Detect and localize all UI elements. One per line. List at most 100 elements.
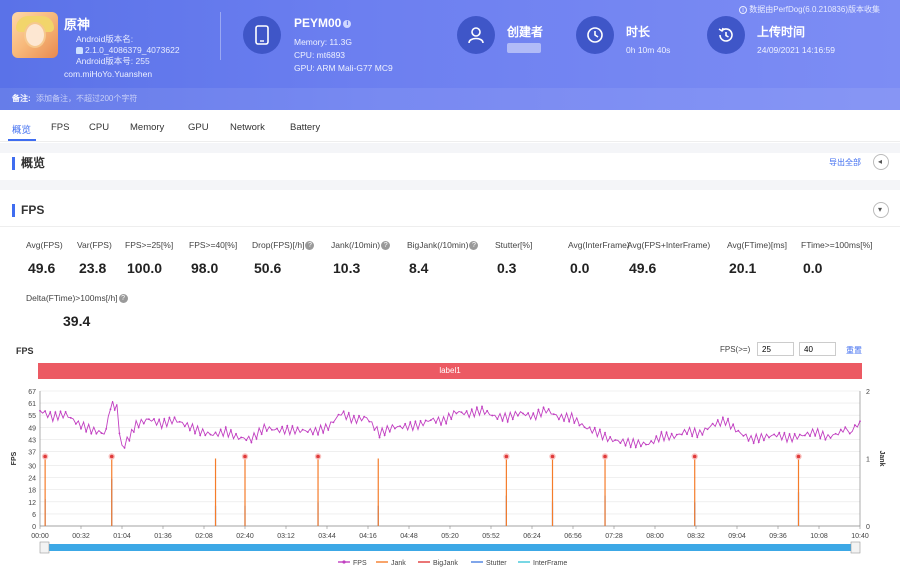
fps-point bbox=[168, 416, 171, 419]
y-right-tick-label: 1 bbox=[866, 457, 870, 464]
stat-label-text: Avg(InterFrame) bbox=[568, 240, 630, 250]
fps-point bbox=[859, 420, 861, 423]
fps-point bbox=[634, 446, 637, 449]
stat-label: Var(FPS) bbox=[77, 240, 112, 250]
fps-point bbox=[39, 409, 41, 412]
info-icon[interactable]: i bbox=[343, 19, 352, 28]
help-icon[interactable]: ? bbox=[118, 294, 128, 304]
fps-point bbox=[132, 431, 135, 433]
tab-network[interactable]: Network bbox=[230, 122, 265, 133]
x-tick-label: 09:36 bbox=[769, 533, 787, 540]
fps-point bbox=[599, 428, 601, 431]
fps-point bbox=[235, 432, 237, 435]
fps-point bbox=[80, 427, 82, 430]
fps-point bbox=[640, 445, 642, 448]
fps-point bbox=[848, 432, 851, 435]
chart-title: FPS bbox=[16, 346, 34, 356]
fps-point bbox=[670, 432, 673, 435]
fps-threshold-high-input[interactable] bbox=[799, 342, 836, 356]
fps-point bbox=[209, 433, 212, 436]
fps-point bbox=[547, 408, 550, 410]
fps-point bbox=[109, 408, 112, 411]
y-tick-label: 12 bbox=[28, 500, 36, 507]
tab-fps[interactable]: FPS bbox=[51, 122, 70, 133]
reset-link[interactable]: 重置 bbox=[846, 346, 862, 355]
fps-point bbox=[358, 414, 360, 417]
tab-cpu[interactable]: CPU bbox=[89, 122, 110, 133]
fps-point bbox=[100, 432, 103, 434]
fps-point bbox=[347, 411, 350, 414]
fps-point bbox=[752, 442, 755, 445]
fps-point bbox=[501, 420, 504, 422]
remark-bar[interactable] bbox=[0, 88, 900, 110]
x-tick-label: 01:36 bbox=[154, 533, 172, 540]
fps-point bbox=[511, 418, 514, 421]
stat-label: Drop(FPS)[/h]? bbox=[252, 240, 315, 251]
bigjank-marker bbox=[550, 454, 555, 459]
fps-point bbox=[619, 442, 622, 445]
help-icon[interactable]: ? bbox=[305, 241, 315, 251]
collapse-fps-button[interactable]: ▾ bbox=[873, 202, 889, 218]
fps-point bbox=[199, 434, 202, 437]
fps-point bbox=[460, 411, 463, 414]
data-source-note: i 数据由PerfDog(6.0.210836)版本收集 bbox=[737, 4, 880, 15]
fps-point bbox=[337, 413, 340, 416]
fps-point bbox=[583, 426, 586, 429]
y-tick-label: 43 bbox=[28, 437, 36, 444]
fps-point bbox=[414, 420, 417, 423]
bigjank-marker bbox=[43, 454, 47, 459]
fps-point bbox=[44, 410, 47, 412]
fps-point bbox=[506, 420, 509, 423]
x-tick-label: 05:52 bbox=[482, 533, 500, 540]
fps-point bbox=[727, 417, 729, 420]
fps-line bbox=[39, 400, 861, 449]
fps-point bbox=[118, 432, 121, 435]
device-name: PEYM00 bbox=[294, 16, 342, 30]
fps-point bbox=[660, 431, 663, 433]
tab-overview[interactable]: 概览 bbox=[12, 125, 32, 136]
y-tick-label: 67 bbox=[28, 389, 36, 396]
fps-point bbox=[696, 436, 699, 439]
fps-point bbox=[558, 418, 560, 421]
x-tick-label: 02:08 bbox=[195, 533, 213, 540]
fps-point bbox=[388, 430, 391, 433]
fps-point bbox=[363, 415, 366, 418]
fps-point bbox=[342, 410, 345, 413]
fps-point bbox=[455, 412, 458, 415]
help-icon[interactable]: ? bbox=[469, 241, 479, 251]
tab-battery[interactable]: Battery bbox=[290, 122, 321, 133]
fps-point bbox=[317, 433, 319, 436]
y-tick-label: 6 bbox=[32, 512, 36, 519]
fps-point bbox=[158, 418, 161, 421]
x-tick-label: 08:00 bbox=[646, 533, 664, 540]
fps-point bbox=[69, 416, 72, 419]
fps-point bbox=[435, 422, 437, 424]
x-tick-label: 10:40 bbox=[851, 533, 869, 540]
stat-label-text: Avg(FTime)[ms] bbox=[727, 240, 787, 250]
stat-value: 8.4 bbox=[409, 260, 429, 276]
stat-label-text: Drop(FPS)[/h] bbox=[252, 240, 305, 250]
label-bar[interactable]: label1 bbox=[38, 363, 862, 379]
fps-point bbox=[476, 406, 478, 409]
fps-point bbox=[74, 423, 77, 425]
fps-point bbox=[245, 439, 248, 442]
export-all-link[interactable]: 导出全部 bbox=[829, 158, 861, 167]
creator-name-redacted bbox=[507, 43, 541, 53]
stat-label: Stutter[%] bbox=[495, 240, 532, 250]
help-icon[interactable]: ? bbox=[381, 241, 391, 251]
collapse-left-button[interactable]: ◂ bbox=[873, 154, 889, 170]
tab-memory[interactable]: Memory bbox=[130, 122, 165, 133]
section-gap bbox=[0, 180, 900, 190]
y-axis-label: FPS bbox=[11, 451, 18, 465]
fps-threshold-low-input[interactable] bbox=[757, 342, 794, 356]
device-memory: Memory: 11.3G bbox=[294, 37, 352, 47]
fps-point bbox=[573, 422, 576, 424]
remark-input[interactable]: 添加备注，不超过200个字符 bbox=[36, 94, 138, 103]
tab-gpu[interactable]: GPU bbox=[188, 122, 209, 133]
fps-threshold-label: FPS(>=) bbox=[720, 345, 751, 354]
fps-point bbox=[481, 405, 483, 408]
stat-label-text: FPS>=40[%] bbox=[189, 240, 238, 250]
fps-point bbox=[312, 433, 314, 436]
fps-point bbox=[819, 437, 822, 440]
